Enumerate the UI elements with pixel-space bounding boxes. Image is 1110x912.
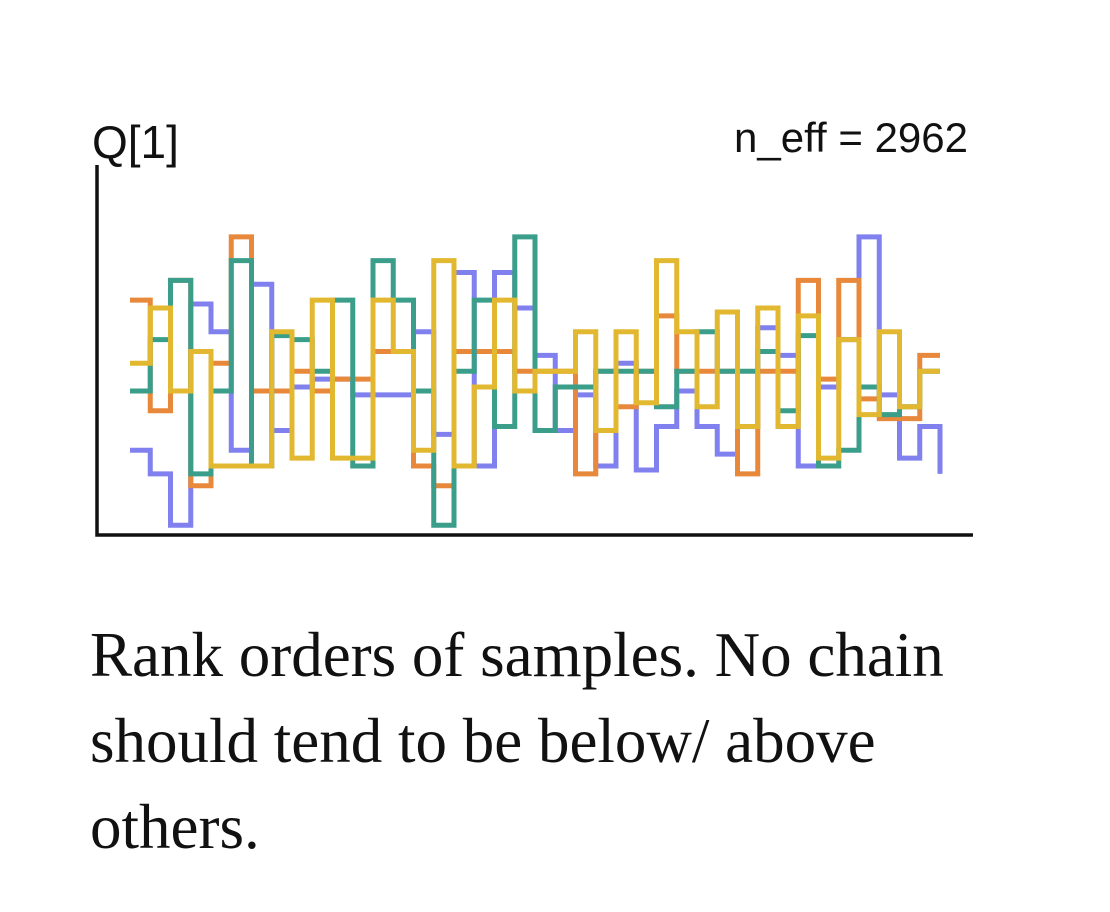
chart-title: Q[1]	[92, 116, 179, 168]
n-eff-annotation: n_eff = 2962	[734, 114, 968, 161]
chain-4-line	[130, 258, 940, 469]
trace-rank-chart: Q[1] n_eff = 2962	[92, 114, 973, 537]
caption-text: Rank orders of samples. No chain should …	[90, 620, 944, 862]
series-layer	[130, 234, 943, 528]
chart-axes	[95, 165, 973, 537]
